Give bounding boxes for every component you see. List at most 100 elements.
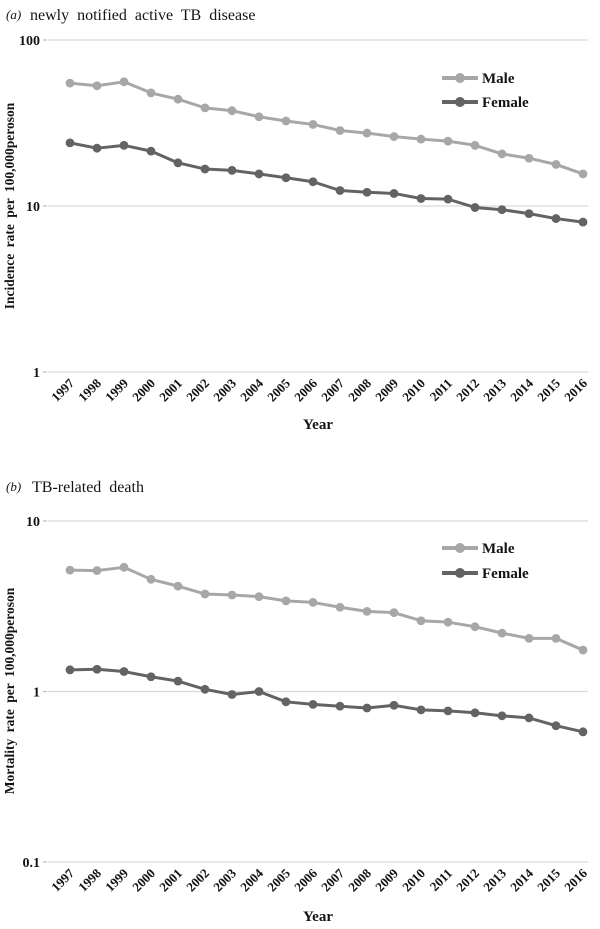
x-tick-label: 2004 <box>237 375 266 404</box>
x-tick-label: 2000 <box>129 376 158 405</box>
legend-label-female: Female <box>482 95 529 111</box>
data-point-male-2000 <box>146 88 156 98</box>
legend-label-male: Male <box>482 541 515 557</box>
data-point-male-2001 <box>173 94 183 104</box>
x-tick-label: 1997 <box>48 375 77 404</box>
x-tick-label: 2012 <box>453 376 482 405</box>
x-tick-label: 2006 <box>291 865 320 894</box>
data-point-female-1998 <box>92 664 102 674</box>
x-tick-label: 2009 <box>372 865 401 894</box>
data-point-male-2014 <box>524 633 534 643</box>
data-point-male-2015 <box>551 633 561 643</box>
data-point-male-1998 <box>92 81 102 91</box>
data-series <box>65 77 588 227</box>
legend-swatch-marker-female <box>455 97 465 107</box>
data-point-female-2010 <box>416 194 426 203</box>
x-tick-label: 2011 <box>427 866 455 894</box>
x-tick-label: 2012 <box>453 866 482 895</box>
y-axis-tick-labels: 100 10 1 <box>19 34 40 381</box>
gridlines <box>43 520 588 863</box>
y-tick-label: 10 <box>26 200 40 215</box>
x-tick-label: 2013 <box>480 865 509 894</box>
data-point-female-2016 <box>578 217 588 227</box>
data-point-male-2002 <box>200 589 210 599</box>
x-tick-label: 2007 <box>318 865 347 894</box>
legend-swatch-marker-male <box>455 543 465 553</box>
x-tick-label: 2001 <box>156 376 185 405</box>
data-point-male-2003 <box>227 106 237 116</box>
chart-title-mortality: TB-related death <box>32 479 144 496</box>
x-tick-label: 2014 <box>507 865 536 894</box>
data-point-female-2014 <box>524 713 534 723</box>
y-axis-title-incidence: Incidence rate per 100,000peroson <box>2 102 17 309</box>
data-point-female-2005 <box>281 173 291 183</box>
data-point-male-2011 <box>443 136 453 146</box>
data-point-female-2003 <box>227 690 237 699</box>
x-tick-label: 1997 <box>48 865 77 894</box>
data-point-female-2009 <box>389 189 399 198</box>
data-point-female-2000 <box>146 146 156 156</box>
x-tick-label: 1998 <box>75 865 104 894</box>
x-tick-label: 2001 <box>156 866 185 895</box>
y-axis-title-mortality: Mortality rate per 100,000peroson <box>2 587 17 794</box>
legend-label-female: Female <box>482 566 529 582</box>
data-point-male-2002 <box>200 103 210 113</box>
data-point-male-2006 <box>308 598 318 607</box>
x-tick-label: 2006 <box>291 375 320 404</box>
data-point-female-2001 <box>173 676 183 686</box>
data-point-male-2016 <box>578 645 588 655</box>
data-point-female-2001 <box>173 158 183 168</box>
data-point-male-2005 <box>281 116 291 126</box>
data-point-female-2002 <box>200 164 210 174</box>
data-point-female-2007 <box>335 186 345 195</box>
x-tick-label: 2015 <box>534 375 563 404</box>
x-tick-label: 2002 <box>183 376 212 405</box>
x-axis-tick-labels: 1997199819992000200120022003200420052006… <box>48 865 590 894</box>
x-tick-label: 2009 <box>372 375 401 404</box>
data-point-male-2009 <box>389 132 399 141</box>
data-point-male-2007 <box>335 126 345 135</box>
data-point-male-2004 <box>254 112 264 122</box>
data-point-female-2014 <box>524 209 534 218</box>
data-point-female-1997 <box>65 138 75 148</box>
data-point-male-2007 <box>335 602 345 612</box>
data-series <box>65 562 588 737</box>
data-point-male-2011 <box>443 617 453 627</box>
data-point-female-2005 <box>281 697 291 707</box>
data-point-male-1999 <box>119 562 129 572</box>
data-point-male-2000 <box>146 574 156 584</box>
x-tick-label: 2002 <box>183 866 212 895</box>
data-point-female-2015 <box>551 721 561 731</box>
data-point-female-2015 <box>551 214 561 223</box>
data-point-female-2008 <box>362 187 372 197</box>
data-point-male-1999 <box>119 77 129 87</box>
x-tick-label: 2010 <box>399 866 428 895</box>
data-point-male-2013 <box>497 149 507 159</box>
data-point-female-2013 <box>497 205 507 215</box>
x-tick-label: 2005 <box>264 865 293 894</box>
data-point-female-2003 <box>227 165 237 175</box>
data-point-female-2000 <box>146 672 156 682</box>
y-tick-label: 1 <box>33 366 40 381</box>
data-point-female-2002 <box>200 684 210 694</box>
data-point-female-2010 <box>416 705 426 715</box>
gridlines <box>43 39 588 373</box>
data-point-male-2005 <box>281 596 291 606</box>
data-point-female-2009 <box>389 700 399 710</box>
data-point-male-1998 <box>92 566 102 575</box>
data-point-male-2004 <box>254 592 264 602</box>
data-point-female-2004 <box>254 687 264 696</box>
y-tick-label: 1 <box>33 686 40 701</box>
series-line-male <box>69 80 584 176</box>
chart-panel-incidence: (a) newly notified active TB disease 100… <box>0 0 600 460</box>
data-point-male-2013 <box>497 628 507 638</box>
data-point-male-2001 <box>173 581 183 591</box>
x-tick-label: 2016 <box>561 375 590 404</box>
data-point-male-1997 <box>65 78 75 88</box>
x-tick-label: 2003 <box>210 375 239 404</box>
series-line-female <box>69 667 584 734</box>
chart-title-incidence: newly notified active TB disease <box>30 7 255 24</box>
x-tick-label: 2007 <box>318 375 347 404</box>
data-point-male-2003 <box>227 590 237 600</box>
data-point-male-2012 <box>470 622 480 632</box>
